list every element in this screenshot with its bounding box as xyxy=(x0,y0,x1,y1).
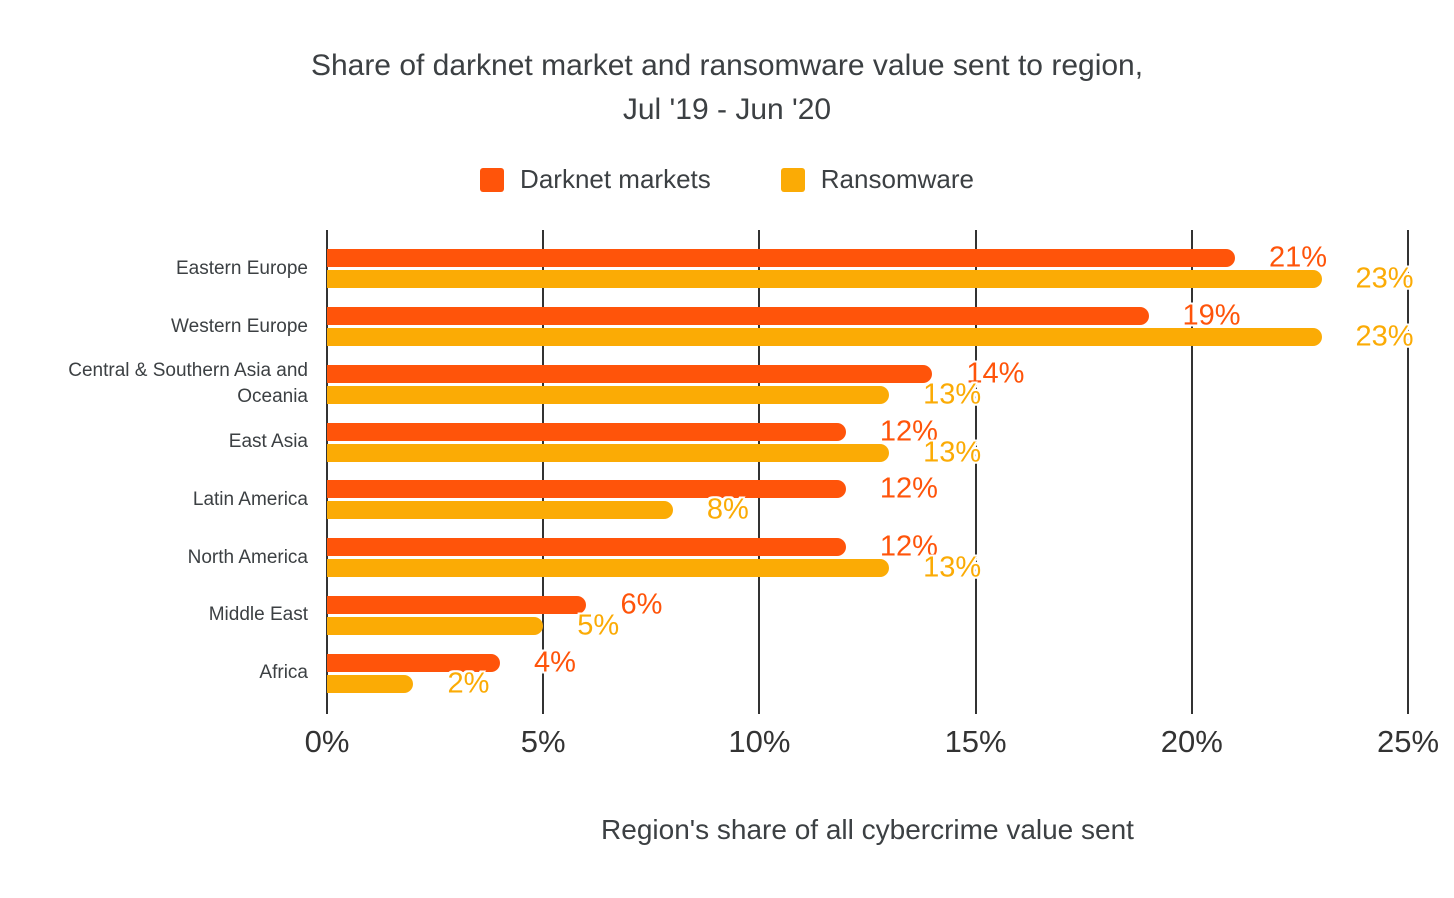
bar-darknet-markets xyxy=(327,364,933,383)
category-label: East Asia xyxy=(228,431,308,453)
bar-darknet-markets xyxy=(327,653,500,672)
bar-value-label: 23% xyxy=(1355,320,1414,353)
x-tick-label: 15% xyxy=(944,724,1007,759)
category-label: Africa xyxy=(259,662,308,684)
bar-value-label: 12% xyxy=(879,472,938,505)
bar-value-label: 13% xyxy=(923,378,982,411)
bar-ransomware xyxy=(327,559,890,578)
gridline-0-pct xyxy=(326,230,328,714)
bar-value-label: 8% xyxy=(706,493,749,526)
x-tick-label: 10% xyxy=(728,724,791,759)
gridline-5-pct xyxy=(542,230,545,714)
bar-value-label: 13% xyxy=(923,436,982,469)
category-label: Latin America xyxy=(192,488,308,510)
bar-ransomware xyxy=(327,501,673,520)
bar-value-label: 12% xyxy=(879,530,938,563)
bar-darknet-markets xyxy=(327,595,587,614)
x-axis-title: Region's share of all cybercrime value s… xyxy=(601,814,1134,845)
bar-ransomware xyxy=(327,270,1322,289)
bar-value-label: 21% xyxy=(1269,241,1328,274)
legend: Darknet markets Ransomware xyxy=(0,164,1454,195)
legend-item-0: Darknet markets xyxy=(480,164,711,195)
x-tick-label: 5% xyxy=(520,724,566,759)
category-label: Middle East xyxy=(208,604,308,626)
category-label: Eastern Europe xyxy=(175,257,308,279)
category-label: North America xyxy=(187,546,308,568)
gridline-25-pct xyxy=(1407,230,1409,714)
bar-darknet-markets xyxy=(327,422,846,441)
gridline-10-pct xyxy=(758,230,761,714)
x-tick-label: 25% xyxy=(1376,724,1440,759)
bar-value-label: 2% xyxy=(447,667,490,700)
x-tick-label: 0% xyxy=(304,724,350,759)
x-axis-tick-labels: 0% 5% 10% 15% 20% 25% xyxy=(305,724,1439,764)
bar-darknet-markets xyxy=(327,307,1149,326)
bar-darknet-markets xyxy=(327,249,1236,268)
bar-darknet-markets xyxy=(327,480,846,499)
bar-value-label: 4% xyxy=(533,646,576,679)
legend-item-label: Darknet markets xyxy=(520,164,711,194)
category-label: Central & Southern Asia and Oceania xyxy=(68,360,308,408)
gridline-15-pct xyxy=(974,230,977,714)
legend-swatch-icon xyxy=(480,167,505,192)
gridline-20-pct xyxy=(1190,230,1193,714)
bar-value-label: 12% xyxy=(879,415,938,448)
bar-value-label: 23% xyxy=(1355,262,1414,295)
chart-title-line-2: Jul '19 - Jun '20 xyxy=(622,93,832,126)
plot-area: 21% 23% 19% 23% 14% 13% 12% 13% 12% 8% 12% 13% 6% 5% 4… xyxy=(326,230,1414,714)
bar-value-label: 13% xyxy=(923,551,982,584)
bar-value-label: 19% xyxy=(1182,299,1241,332)
bar-ransomware xyxy=(327,443,890,462)
bar-value-label: 6% xyxy=(620,588,663,621)
chart-title-line-1: Share of darknet market and ransomware v… xyxy=(310,49,1144,82)
bar-ransomware xyxy=(327,385,890,404)
legend-swatch-icon xyxy=(780,167,805,192)
x-tick-label: 20% xyxy=(1160,724,1223,759)
chart-title: Share of darknet market and ransomware v… xyxy=(0,44,1454,132)
bar-ransomware xyxy=(327,616,544,635)
legend-item-label: Ransomware xyxy=(820,164,974,194)
bar-ransomware xyxy=(327,328,1322,347)
bar-value-label: 14% xyxy=(966,357,1025,390)
category-label: Western Europe xyxy=(171,315,308,337)
bar-ransomware xyxy=(327,674,414,693)
bar-darknet-markets xyxy=(327,538,846,557)
bar-value-label: 5% xyxy=(577,609,620,642)
legend-item-1: Ransomware xyxy=(780,164,974,195)
y-axis-category-labels: Eastern Europe Western Europe Central & So… xyxy=(0,230,317,702)
